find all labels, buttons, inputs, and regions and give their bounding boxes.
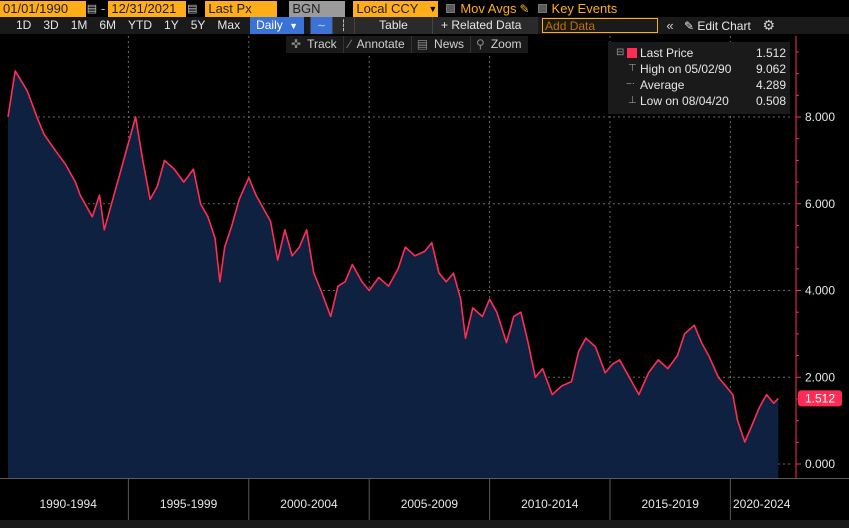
- edit-chart-label: Edit Chart: [697, 18, 751, 33]
- y-tick-label: 8.000: [805, 110, 835, 124]
- x-tick-label: 2010-2014: [521, 497, 579, 511]
- x-tick-label: 1995-1999: [160, 497, 218, 511]
- x-tick-label: 2000-2004: [280, 497, 338, 511]
- price-line: [7, 70, 779, 443]
- period-5y[interactable]: 5Y: [190, 18, 206, 32]
- price-area: [8, 70, 779, 479]
- related-data-button[interactable]: + Related Data: [432, 17, 539, 34]
- period-toolbar: 1D 3D 1M 6M YTD 1Y 5Y Max Daily ▼ ∼ ┆ Ta…: [0, 17, 849, 34]
- add-data-input[interactable]: Add Data: [542, 18, 659, 33]
- frequency-label: Daily: [256, 18, 283, 32]
- gear-icon[interactable]: ⚙: [762, 17, 776, 33]
- key-events-checkbox[interactable]: [537, 4, 547, 13]
- x-tick-label: 2015-2019: [641, 497, 699, 511]
- status-strip: [0, 520, 849, 528]
- zoom-label: Zoom: [490, 37, 522, 51]
- crosshair-icon: ✜: [291, 37, 302, 51]
- line-chart-icon[interactable]: ∼: [310, 17, 333, 34]
- legend-value: 1.512: [755, 46, 786, 60]
- period-1m[interactable]: 1M: [70, 18, 88, 32]
- source-field[interactable]: BGN: [289, 0, 346, 17]
- period-max[interactable]: Max: [217, 18, 241, 32]
- y-tick-label: 0.000: [805, 457, 835, 471]
- low-marker-icon: ⊥: [628, 95, 637, 106]
- y-axis: 8.000 6.000 4.000 2.000 0.000: [795, 36, 835, 478]
- pencil-icon: ✎: [684, 18, 695, 33]
- period-6m[interactable]: 6M: [99, 18, 117, 32]
- y-tick-label: 4.000: [805, 284, 835, 298]
- edit-chart-button[interactable]: ✎ Edit Chart: [684, 19, 751, 33]
- legend-value: 0.508: [755, 94, 786, 108]
- x-tick-label: 2005-2009: [401, 497, 459, 511]
- top-toolbar: 01/01/1990 ▤ - 12/31/2021 ▤ Last Px BGN …: [0, 0, 849, 17]
- y-tick-label: 6.000: [805, 197, 835, 211]
- start-date-field[interactable]: 01/01/1990: [0, 0, 86, 17]
- legend-name: Low on 08/04/20: [640, 94, 729, 108]
- annotate-icon: ∕: [348, 37, 351, 51]
- frequency-select[interactable]: Daily ▼: [250, 17, 305, 34]
- mov-avgs-label[interactable]: Mov Avgs: [460, 1, 517, 16]
- period-ytd[interactable]: YTD: [128, 18, 153, 32]
- last-price-marker: 1.512: [798, 390, 842, 407]
- track-button[interactable]: ✜ Track: [286, 36, 344, 53]
- magnifier-icon: ⚲: [476, 37, 485, 51]
- legend-row-average: −⋅ Average 4.289: [608, 77, 790, 93]
- news-label: News: [434, 37, 465, 51]
- annotate-button[interactable]: ∕ Annotate: [344, 36, 412, 53]
- legend-value: 9.062: [755, 62, 786, 76]
- news-icon: ▤: [416, 37, 429, 51]
- legend-panel: ⊟ Last Price 1.512 ⊤ High on 05/02/90 9.…: [608, 42, 790, 114]
- series-color-swatch: [627, 48, 637, 58]
- last-price-badge: [798, 390, 842, 407]
- y-tick-label: 2.000: [805, 370, 835, 384]
- table-button[interactable]: Table: [354, 17, 433, 34]
- period-buttons: 1D 3D 1M 6M YTD 1Y 5Y Max: [0, 17, 246, 34]
- legend-row-last-price[interactable]: ⊟ Last Price 1.512: [608, 45, 790, 61]
- chevron-down-icon[interactable]: ▼: [427, 0, 439, 17]
- candlestick-icon[interactable]: ┆: [332, 17, 355, 34]
- period-1y[interactable]: 1Y: [164, 18, 179, 32]
- x-axis: 1990-1994 1995-1999 2000-2004 2005-2009 2010…: [0, 478, 849, 528]
- legend-name: Last Price: [640, 46, 694, 60]
- currency-select[interactable]: Local CCY: [353, 0, 428, 17]
- legend-value: 4.289: [755, 78, 786, 92]
- calendar-icon[interactable]: ▤: [86, 3, 98, 15]
- news-button[interactable]: ▤ News: [412, 36, 472, 53]
- period-1d[interactable]: 1D: [16, 18, 32, 32]
- zoom-button[interactable]: ⚲ Zoom: [471, 36, 527, 53]
- last-price-label: 1.512: [805, 391, 835, 405]
- collapse-icon[interactable]: «: [666, 18, 674, 33]
- average-marker-icon: −⋅: [626, 79, 636, 90]
- chart-tools-bar: ✜ Track ∕ Annotate ▤ News ⚲ Zoom: [286, 36, 528, 53]
- chevron-down-icon: ▼: [289, 21, 299, 31]
- key-events-label[interactable]: Key Events: [551, 1, 618, 16]
- annotate-label: Annotate: [356, 37, 405, 51]
- collapse-box-icon[interactable]: ⊟: [616, 47, 625, 58]
- end-date-field[interactable]: 12/31/2021: [108, 0, 187, 17]
- legend-row-high: ⊤ High on 05/02/90 9.062: [608, 61, 790, 77]
- calendar-icon[interactable]: ▤: [187, 3, 198, 15]
- period-3d[interactable]: 3D: [43, 18, 59, 32]
- price-field-select[interactable]: Last Px: [205, 0, 278, 17]
- x-axis-band: [0, 478, 849, 528]
- x-tick-label: 2020-2024: [733, 497, 791, 511]
- legend-name: Average: [640, 78, 685, 92]
- high-marker-icon: ⊤: [628, 63, 637, 74]
- date-separator: -: [101, 1, 106, 16]
- legend-name: High on 05/02/90: [640, 62, 732, 76]
- track-label: Track: [307, 37, 337, 51]
- mov-avgs-checkbox[interactable]: [446, 4, 456, 13]
- x-tick-label: 1990-1994: [40, 497, 98, 511]
- legend-row-low: ⊥ Low on 08/04/20 0.508: [608, 93, 790, 109]
- pencil-icon[interactable]: ✎: [519, 1, 530, 16]
